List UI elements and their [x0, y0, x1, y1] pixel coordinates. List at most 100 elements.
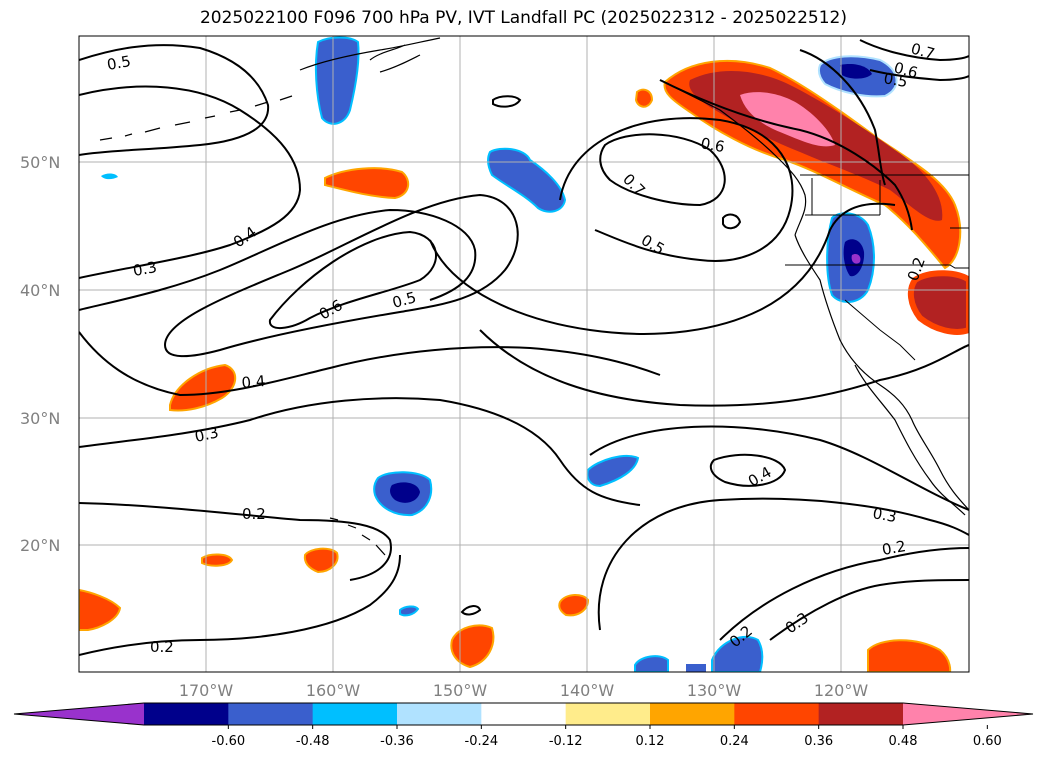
positive-anomaly-subtropic-2: [201, 553, 234, 567]
contour-label: 0.6: [892, 58, 920, 82]
colorbar-segment: [650, 703, 735, 725]
pv-contours: [79, 39, 969, 656]
colorbar-tick-label: 0.36: [804, 734, 833, 749]
contour-label: 0.2: [150, 638, 174, 656]
contour-label: 0.7: [909, 39, 937, 63]
negative-anomaly-aleutian: [314, 36, 360, 125]
lon-label: 170°W: [179, 681, 234, 700]
canada-coastline: [659, 79, 807, 236]
contour-0.7-coast: [799, 49, 886, 186]
lon-label: 150°W: [433, 681, 488, 700]
contour-0.3-west: [79, 208, 477, 311]
positive-anomaly-small-1: [634, 88, 654, 108]
contour-label: 0.3: [871, 504, 898, 526]
lon-label: 160°W: [306, 681, 361, 700]
contour-label: 0.6: [699, 134, 726, 156]
map-title: 2025022100 F096 700 hPa PV, IVT Landfall…: [199, 8, 847, 28]
contour-0.5-north-edge: [869, 69, 969, 82]
lat-label: 20°N: [20, 536, 60, 555]
contour-0.6-inner: [268, 230, 437, 329]
contour-label: 0.2: [242, 505, 266, 523]
contour-label: 0.5: [390, 288, 418, 312]
contour-label: 0.3: [132, 258, 159, 280]
negative-anomaly-gulf-alaska: [486, 147, 567, 213]
contour-0.2-lower-east: [719, 547, 969, 641]
positive-anomaly-west-edge: [79, 588, 122, 631]
longitude-labels: 170°W 160°W 150°W 140°W 130°W 120°W: [179, 681, 869, 700]
positive-anomaly-midlat-1: [169, 363, 237, 412]
contour-0.2-south: [79, 502, 392, 581]
contour-0.2-south-east: [597, 497, 969, 631]
us-west-coastline: [794, 234, 969, 511]
contour-0.5-northwest: [79, 44, 270, 156]
colorbar-segment: [818, 703, 904, 725]
contour-label: 0.5: [106, 52, 133, 74]
positive-anomaly-interior-west: [907, 270, 969, 335]
contour-label: 0.5: [882, 69, 909, 91]
colorbar-segment: [312, 703, 398, 725]
colorbar-tick-label: -0.60: [212, 734, 246, 749]
contour-0.5-inner: [163, 193, 519, 358]
negative-anomaly-south-1: [634, 655, 669, 672]
contour-0.3-lower-east: [769, 579, 969, 641]
positive-anomaly-south-1: [450, 624, 495, 669]
contour-label: 0.6: [316, 296, 346, 324]
baja-coastline: [854, 364, 966, 516]
contour-0.4-big: [429, 202, 896, 335]
contour-0.3-mid: [79, 397, 641, 506]
colorbar-outline: [13, 702, 1034, 726]
contour-label: 0.3: [782, 609, 812, 637]
negative-anomaly-hawaii-north-core: [390, 482, 420, 503]
negative-anomaly-canada-core: [840, 64, 872, 79]
contour-label: 0.3: [193, 423, 220, 446]
colorbar-tick-label: -0.48: [296, 734, 330, 749]
contour-0.6-coast: [659, 79, 913, 231]
colorbar-segment: [734, 703, 820, 725]
colorbar-tick-label: 0.48: [889, 734, 918, 749]
positive-anomaly-south-2: [558, 594, 590, 617]
contour-label: 0.2: [881, 537, 908, 559]
colorbar-segment: [228, 703, 314, 725]
colorbar-tick-label: -0.12: [549, 734, 583, 749]
colorbar-tick-label: -0.24: [465, 734, 499, 749]
lat-label: 40°N: [20, 281, 60, 300]
contour-0.4-mid: [79, 331, 661, 397]
colorbar-segment: [481, 703, 567, 725]
positive-anomaly-southeast: [867, 639, 952, 672]
contour-0.3-south: [589, 425, 969, 511]
contour-0.4-south: [709, 453, 787, 487]
aleutian-islands: [99, 95, 293, 141]
pv-fill-regions: [79, 36, 969, 672]
negative-anomaly-small-2: [101, 173, 118, 180]
contour-0.5-central: [559, 117, 794, 262]
contour-0.6-north-edge: [859, 39, 969, 62]
colorbar: -0.60 -0.48 -0.36 -0.24 -0.12 0.12 0.24 0.36 0.4…: [13, 702, 1034, 749]
lon-label: 120°W: [814, 681, 869, 700]
contour-small-loop-2: [722, 213, 742, 230]
lat-label: 50°N: [20, 153, 60, 172]
negative-anomaly-south-3: [686, 664, 706, 672]
contour-0.3-big: [479, 329, 969, 407]
negative-anomaly-small-1: [399, 605, 420, 617]
hawaii-islands: [329, 517, 386, 556]
colorbar-segment: [565, 703, 651, 725]
colorbar-segment: [397, 703, 482, 725]
lon-label: 140°W: [560, 681, 615, 700]
colorbar-tick-label: 0.24: [720, 734, 749, 749]
contour-label: 0.4: [230, 223, 260, 251]
lon-label: 130°W: [687, 681, 742, 700]
colorbar-tick-label: 0.60: [973, 734, 1002, 749]
contour-0.7-central: [599, 133, 726, 207]
contour-0.4-north: [79, 85, 302, 279]
contour-small-loop-1: [492, 95, 522, 108]
negative-anomaly-south-2: [711, 635, 764, 672]
contour-0.2-lower: [79, 554, 401, 656]
colorbar-extend-low: [14, 703, 144, 725]
contour-small-loop-3: [460, 605, 482, 616]
alaska-coastline: [299, 37, 441, 73]
negative-anomaly-california-max: [851, 253, 861, 264]
positive-anomaly-north-pacific-1: [324, 167, 410, 200]
colorbar-extend-high: [903, 703, 1033, 725]
contour-label: 0.4: [241, 372, 266, 392]
